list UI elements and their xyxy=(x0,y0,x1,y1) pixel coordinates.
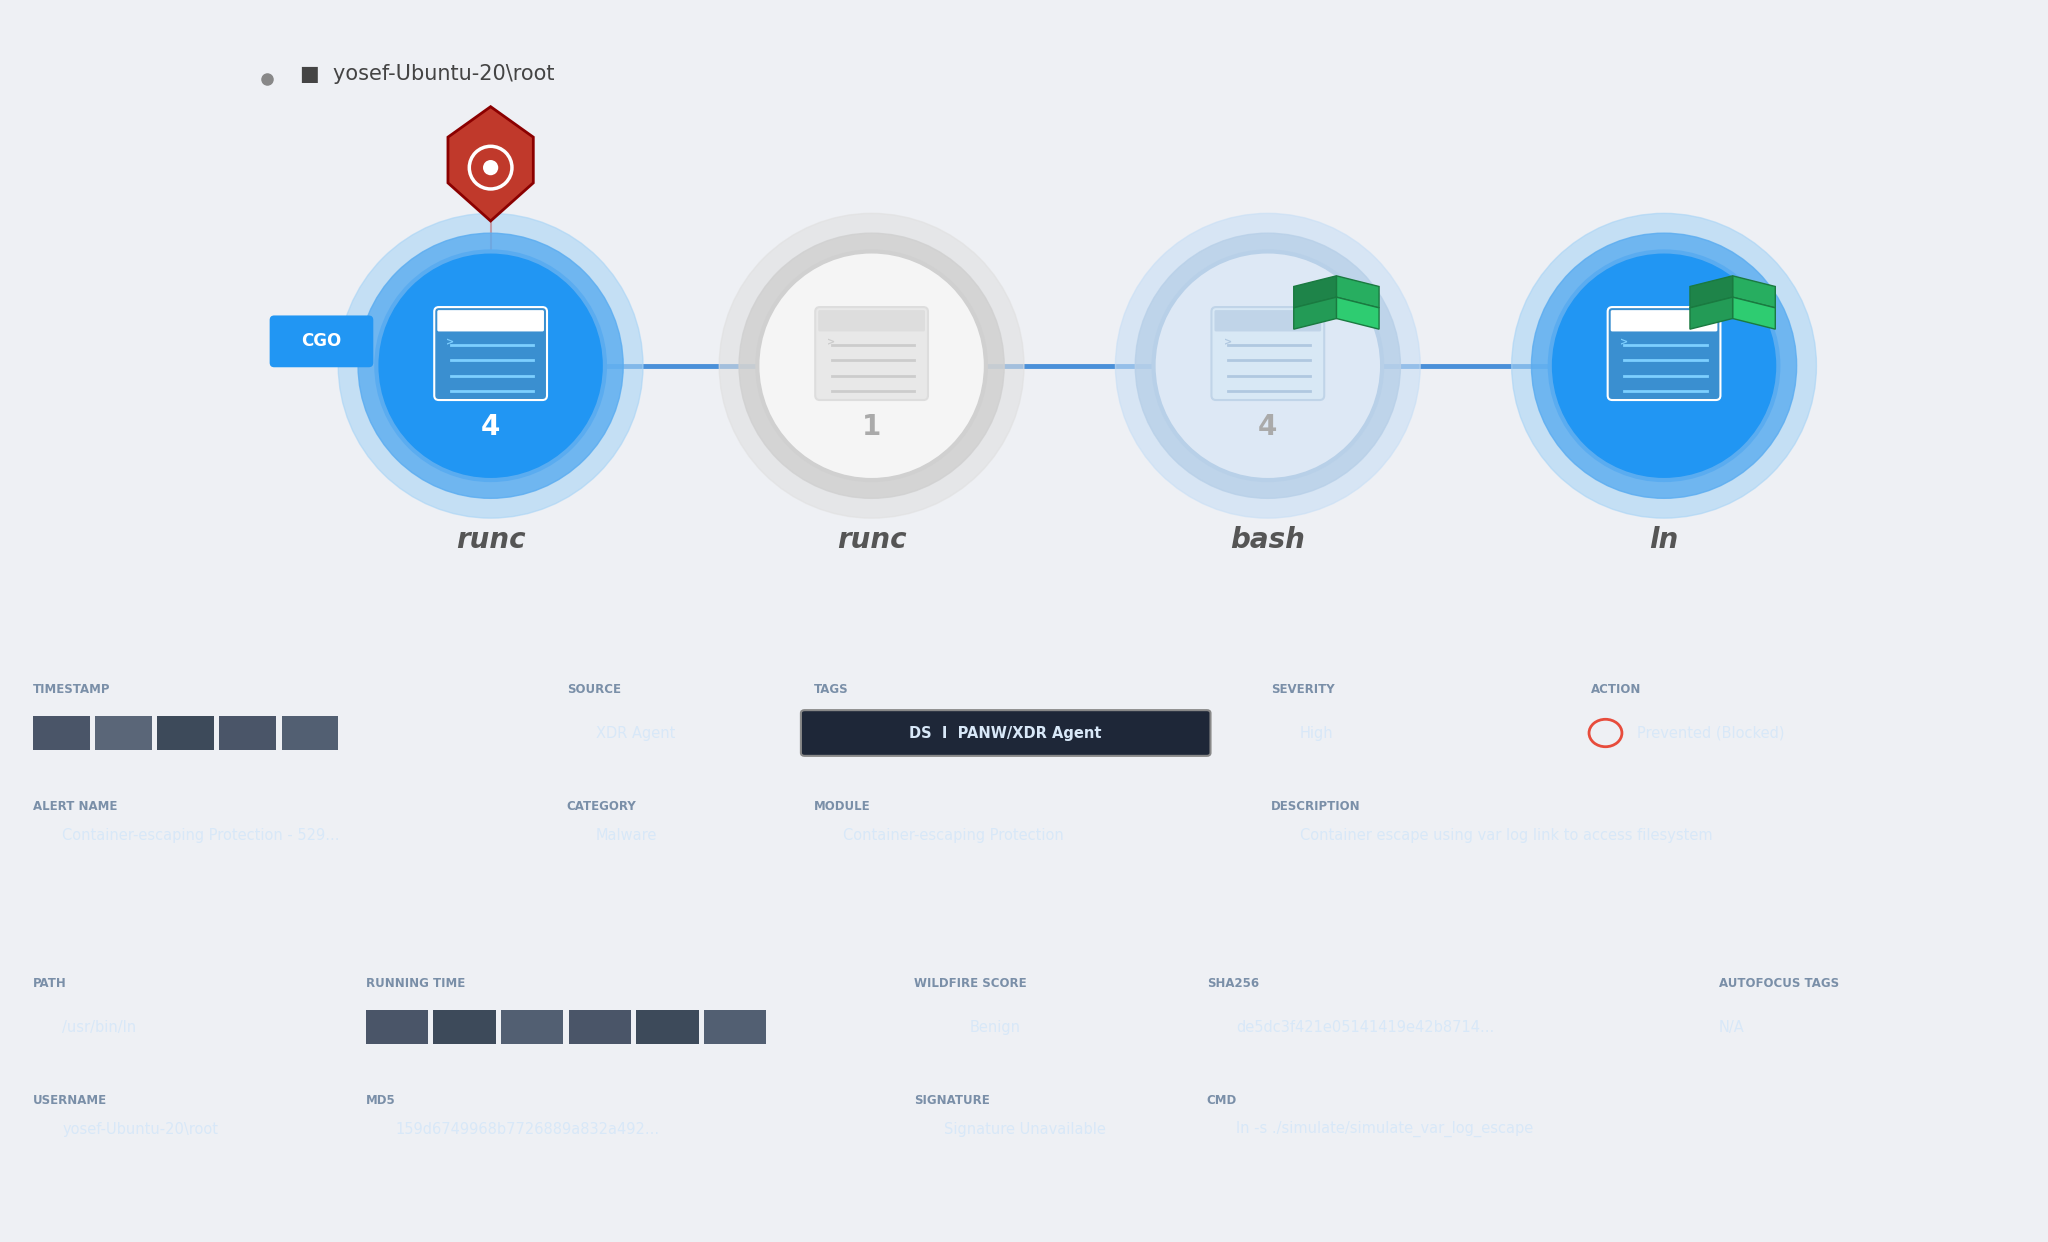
Text: XDR Agent: XDR Agent xyxy=(596,725,676,740)
Text: 159d6749968b7726889a832a492...: 159d6749968b7726889a832a492... xyxy=(395,1122,659,1136)
Circle shape xyxy=(1116,214,1419,518)
Text: Benign: Benign xyxy=(969,1020,1020,1035)
Text: SHA256: SHA256 xyxy=(1206,977,1260,990)
FancyBboxPatch shape xyxy=(1212,307,1325,400)
Circle shape xyxy=(1550,251,1778,481)
Text: MODULE: MODULE xyxy=(813,800,870,814)
Text: Malware: Malware xyxy=(596,827,657,842)
FancyBboxPatch shape xyxy=(1214,310,1321,332)
Text: TAGS: TAGS xyxy=(813,683,848,696)
FancyBboxPatch shape xyxy=(637,1010,698,1043)
Circle shape xyxy=(483,160,498,175)
Polygon shape xyxy=(449,107,532,221)
Text: TIMESTAMP: TIMESTAMP xyxy=(33,683,111,696)
Circle shape xyxy=(719,214,1024,518)
Text: yosef-Ubuntu-20\root: yosef-Ubuntu-20\root xyxy=(61,1122,219,1136)
Text: runc: runc xyxy=(838,525,907,554)
Text: Container-escaping Protection - 529...: Container-escaping Protection - 529... xyxy=(61,827,340,842)
Polygon shape xyxy=(1733,276,1776,308)
Text: ln: ln xyxy=(1649,525,1679,554)
Text: DESCRIPTION: DESCRIPTION xyxy=(1272,800,1360,814)
Text: runc: runc xyxy=(457,525,526,554)
Text: USERNAME: USERNAME xyxy=(33,1094,106,1107)
FancyBboxPatch shape xyxy=(1610,310,1718,332)
Text: RUNNING TIME: RUNNING TIME xyxy=(367,977,465,990)
Circle shape xyxy=(1135,233,1401,498)
Text: SIGNATURE: SIGNATURE xyxy=(913,1094,989,1107)
Text: PATH: PATH xyxy=(33,977,68,990)
Text: /usr/bin/ln: /usr/bin/ln xyxy=(61,1020,137,1035)
FancyBboxPatch shape xyxy=(569,1010,631,1043)
FancyBboxPatch shape xyxy=(434,1010,496,1043)
Text: Prevented (Blocked): Prevented (Blocked) xyxy=(1636,725,1784,740)
Text: >: > xyxy=(1223,338,1231,348)
Text: Container-escaping Protection: Container-escaping Protection xyxy=(844,827,1063,842)
Text: WILDFIRE SCORE: WILDFIRE SCORE xyxy=(913,977,1026,990)
Circle shape xyxy=(739,233,1004,498)
Text: CMD: CMD xyxy=(1206,1094,1237,1107)
Polygon shape xyxy=(1337,297,1378,329)
Text: MD5: MD5 xyxy=(367,1094,395,1107)
FancyBboxPatch shape xyxy=(819,310,926,332)
Text: SEVERITY: SEVERITY xyxy=(1272,683,1335,696)
Text: Signature Unavailable: Signature Unavailable xyxy=(944,1122,1106,1136)
Circle shape xyxy=(358,233,623,498)
FancyBboxPatch shape xyxy=(270,315,373,368)
Polygon shape xyxy=(1294,276,1337,308)
Polygon shape xyxy=(1690,297,1733,329)
Text: ACTION: ACTION xyxy=(1591,683,1640,696)
FancyBboxPatch shape xyxy=(33,717,90,750)
Circle shape xyxy=(338,214,643,518)
Text: CATEGORY: CATEGORY xyxy=(567,800,637,814)
Text: 4: 4 xyxy=(481,412,500,441)
Circle shape xyxy=(1532,233,1796,498)
Polygon shape xyxy=(1294,297,1337,329)
Text: N/A: N/A xyxy=(1718,1020,1745,1035)
FancyBboxPatch shape xyxy=(281,717,338,750)
Text: ln -s ./simulate/simulate_var_log_escape: ln -s ./simulate/simulate_var_log_escape xyxy=(1237,1122,1534,1138)
Text: CGO: CGO xyxy=(301,333,342,350)
Circle shape xyxy=(377,251,604,481)
FancyBboxPatch shape xyxy=(158,717,213,750)
Text: >: > xyxy=(1620,338,1628,348)
FancyBboxPatch shape xyxy=(367,1010,428,1043)
Polygon shape xyxy=(1337,276,1378,308)
FancyBboxPatch shape xyxy=(801,710,1210,756)
Text: SOURCE: SOURCE xyxy=(567,683,621,696)
FancyBboxPatch shape xyxy=(94,717,152,750)
FancyBboxPatch shape xyxy=(502,1010,563,1043)
Text: ■  yosef-Ubuntu-20\root: ■ yosef-Ubuntu-20\root xyxy=(301,65,555,84)
FancyBboxPatch shape xyxy=(1608,307,1720,400)
Text: de5dc3f421e05141419e42b8714...: de5dc3f421e05141419e42b8714... xyxy=(1237,1020,1495,1035)
Text: Container escape using var log link to access filesystem: Container escape using var log link to a… xyxy=(1300,827,1712,842)
Text: AUTOFOCUS TAGS: AUTOFOCUS TAGS xyxy=(1718,977,1839,990)
FancyBboxPatch shape xyxy=(434,307,547,400)
Text: 4: 4 xyxy=(1257,412,1278,441)
Text: 1: 1 xyxy=(862,412,881,441)
FancyBboxPatch shape xyxy=(438,310,545,332)
Circle shape xyxy=(1511,214,1817,518)
Polygon shape xyxy=(1690,276,1733,308)
FancyBboxPatch shape xyxy=(219,717,276,750)
FancyBboxPatch shape xyxy=(815,307,928,400)
Text: ALERT NAME: ALERT NAME xyxy=(33,800,117,814)
Text: >: > xyxy=(827,338,836,348)
Text: DS  I  PANW/XDR Agent: DS I PANW/XDR Agent xyxy=(909,725,1102,740)
FancyBboxPatch shape xyxy=(705,1010,766,1043)
Text: >: > xyxy=(446,338,455,348)
Circle shape xyxy=(1153,251,1382,481)
Text: High: High xyxy=(1300,725,1333,740)
Polygon shape xyxy=(1733,297,1776,329)
Text: bash: bash xyxy=(1231,525,1305,554)
Circle shape xyxy=(758,251,985,481)
